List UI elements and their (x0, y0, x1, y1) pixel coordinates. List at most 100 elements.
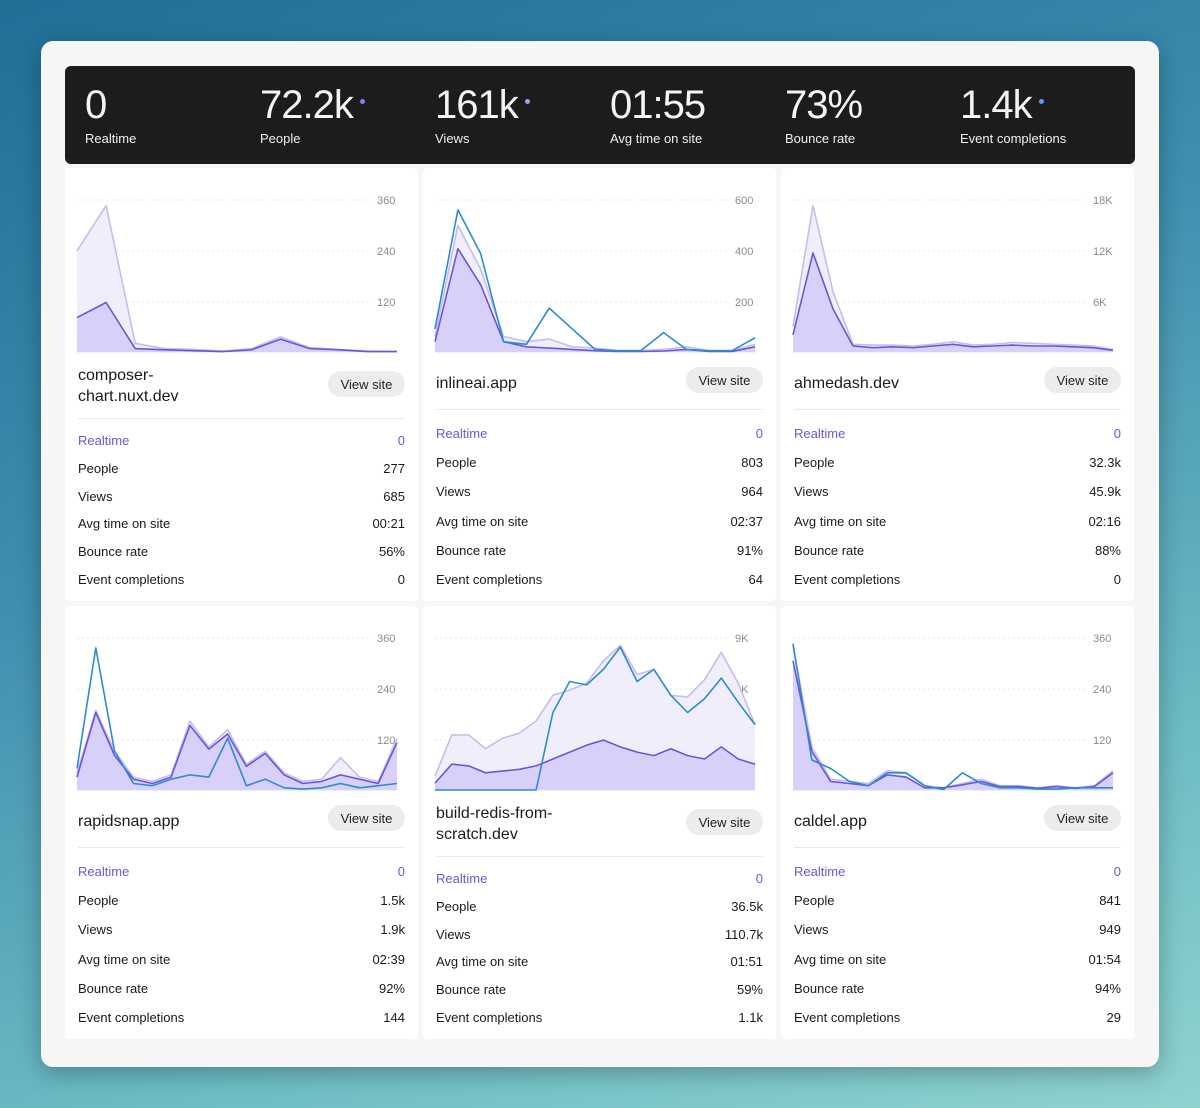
metric-value: 685 (383, 488, 405, 504)
view-site-button[interactable]: View site (686, 367, 763, 393)
metric-row-avg-time: Avg time on site 01:54 (794, 952, 1121, 970)
metric-label: Bounce rate (78, 544, 149, 560)
metric-row-events: Event completions 144 (78, 1010, 405, 1028)
series-line-people (792, 252, 1114, 352)
metric-row-views: Views 45.9k (794, 484, 1121, 502)
site-card: 18K 12K 6K ahmedash.dev View site Realtime 0 Pe… (781, 168, 1134, 601)
site-card: 9K6K3K build-redis-from-scratch.dev View s… (423, 606, 776, 1039)
metric-value: 0 (397, 433, 405, 448)
metric-row-bounce: Bounce rate 56% (78, 544, 405, 562)
metric-row-bounce: Bounce rate 92% (78, 981, 405, 999)
y-tick-label: 200 (735, 297, 753, 309)
metric-value: 45.9k (1089, 484, 1121, 500)
metric-value: 803 (741, 455, 763, 471)
series-area-people (793, 253, 1113, 352)
metric-value: 0 (1113, 572, 1121, 587)
metric-label: Realtime (794, 426, 846, 441)
metric-row-people: People 841 (794, 893, 1121, 911)
metric-row-people: People 1.5k (78, 893, 405, 911)
series-line-people (76, 301, 397, 353)
metric-row-people: People 803 (436, 455, 763, 473)
y-tick-label: 9K (735, 633, 749, 645)
metric-row-people: People 277 (78, 461, 405, 479)
series-line-people (434, 739, 756, 784)
site-name-line: composer- (78, 367, 154, 384)
site-card: 360 240 120 composer-chart.nuxt.dev View sit… (65, 168, 418, 601)
summary-stat-label: Event completions (960, 131, 1067, 146)
y-tick-label: 18K (1093, 195, 1113, 207)
metric-value: 88% (1094, 542, 1121, 558)
summary-stat-realtime: 0 Realtime (85, 66, 260, 164)
site-name: rapidsnap.app (78, 811, 278, 832)
metric-label: Event completions (794, 572, 901, 587)
y-tick-label: 120 (377, 735, 395, 747)
y-tick-label: 360 (377, 633, 395, 645)
metric-value: 02:37 (730, 513, 763, 529)
metric-row-events: Event completions 1.1k (436, 1010, 763, 1028)
metric-label: Event completions (78, 572, 185, 587)
metric-label: Bounce rate (794, 980, 865, 996)
metric-row-bounce: Bounce rate 94% (794, 981, 1121, 999)
metric-label: Views (78, 488, 113, 504)
metric-value: 94% (1094, 980, 1121, 996)
metric-label: Event completions (436, 572, 543, 587)
metric-value: 110.7k (724, 926, 763, 942)
summary-stat-label: Bounce rate (785, 131, 856, 146)
series-line-views (434, 224, 756, 352)
series-line-people (792, 660, 1114, 790)
metric-label: Event completions (78, 1010, 185, 1025)
summary-stats-bar: 0 Realtime 72.2k People 161k Views 01:55 Avg ti… (65, 66, 1135, 164)
metric-row-avg-time: Avg time on site 01:51 (436, 954, 763, 972)
y-tick-label: 360 (377, 195, 395, 207)
metric-row-avg-time: Avg time on site 02:39 (78, 952, 405, 970)
y-tick-label: 120 (377, 297, 395, 309)
metric-value: 0 (397, 572, 405, 587)
card-divider (78, 418, 405, 419)
metric-label: Views (794, 922, 829, 938)
metric-value: 56% (378, 544, 405, 560)
card-divider (794, 409, 1121, 410)
series-area-people (793, 660, 1113, 790)
metric-row-realtime: Realtime 0 (78, 433, 405, 451)
metric-row-events: Event completions 0 (78, 572, 405, 590)
view-site-button[interactable]: View site (328, 371, 405, 397)
series-area-people (435, 248, 755, 352)
metric-label: Realtime (78, 864, 130, 879)
metric-label: Avg time on site (794, 951, 887, 967)
summary-stat-value-text: 1.4k (960, 83, 1033, 127)
metric-row-avg-time: Avg time on site 02:16 (794, 514, 1121, 532)
summary-stat-event-completions: 1.4k Event completions (960, 66, 1135, 164)
metric-label: People (794, 893, 835, 909)
metric-label: Views (794, 484, 829, 500)
view-site-button[interactable]: View site (1044, 805, 1121, 831)
metric-row-bounce: Bounce rate 88% (794, 543, 1121, 561)
series-line-views (76, 709, 398, 783)
card-divider (436, 409, 763, 410)
summary-stat-avg-time-on-site: 01:55 Avg time on site (610, 66, 785, 164)
view-site-button[interactable]: View site (1044, 367, 1121, 393)
metric-label: Bounce rate (794, 542, 865, 558)
metric-row-realtime: Realtime 0 (78, 864, 405, 882)
metric-value: 0 (1113, 864, 1121, 879)
site-name: ahmedash.dev (794, 373, 994, 394)
site-name-line: build-redis-from- (436, 805, 553, 822)
trend-dot-icon (359, 98, 365, 104)
metric-row-views: Views 949 (794, 922, 1121, 940)
site-card: 600 400 200 inlineai.app View site Realtime 0 P… (423, 168, 776, 601)
view-site-button[interactable]: View site (328, 805, 405, 831)
site-name: composer-chart.nuxt.dev (78, 365, 278, 407)
series-line-events (434, 209, 756, 352)
summary-stat-views: 161k Views (435, 66, 610, 164)
site-name-line: rapidsnap.app (78, 813, 180, 830)
metric-value: 91% (736, 542, 763, 558)
site-name-line: chart.nuxt.dev (78, 388, 179, 405)
traffic-chart: 9K6K3K (434, 620, 765, 791)
metric-value: 02:16 (1088, 513, 1121, 529)
metric-label: Avg time on site (436, 513, 529, 529)
metric-label: Bounce rate (78, 980, 149, 996)
metric-label: Avg time on site (78, 516, 171, 532)
card-divider (78, 847, 405, 848)
metric-value: 92% (378, 980, 405, 996)
view-site-button[interactable]: View site (686, 809, 763, 835)
metric-value: 1.5k (380, 893, 405, 909)
